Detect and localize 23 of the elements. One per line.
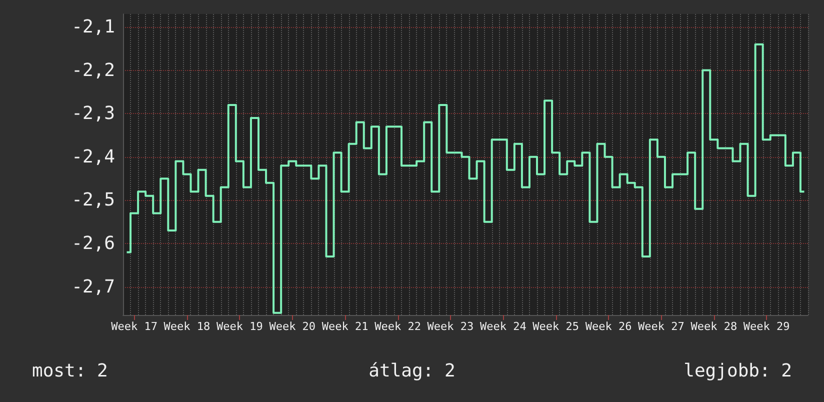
x-tick-label: Week 23 <box>427 320 474 333</box>
y-tick-label: -2,7 <box>72 276 115 298</box>
x-tick-label: Week 24 <box>480 320 527 333</box>
x-tick-label: Week 27 <box>638 320 684 333</box>
x-tick-label: Week 28 <box>690 320 738 333</box>
y-tick-label: -2,3 <box>72 103 115 124</box>
x-tick-label: Week 26 <box>585 320 632 333</box>
y-tick-label: -2,2 <box>72 60 115 81</box>
y-tick-label: -2,6 <box>72 233 115 254</box>
x-tick-label: Week 22 <box>374 320 421 333</box>
x-tick-label: Week 20 <box>269 320 316 333</box>
x-tick-label: Week 19 <box>216 320 263 333</box>
y-tick-label: -2,5 <box>72 190 115 211</box>
x-tick-label: Week 18 <box>164 320 210 333</box>
text: átlag: 2 <box>368 360 456 382</box>
x-tick-label: Week 25 <box>532 320 580 333</box>
x-tick-label: Week 21 <box>322 320 368 333</box>
y-tick-label: -2,1 <box>72 16 115 38</box>
text: legjobb: 2 <box>684 360 792 382</box>
text: most: 2 <box>32 360 108 382</box>
x-tick-label: Week 17 <box>111 320 158 333</box>
x-tick-label: Week 29 <box>743 320 790 333</box>
y-tick-label: -2,4 <box>72 146 115 168</box>
